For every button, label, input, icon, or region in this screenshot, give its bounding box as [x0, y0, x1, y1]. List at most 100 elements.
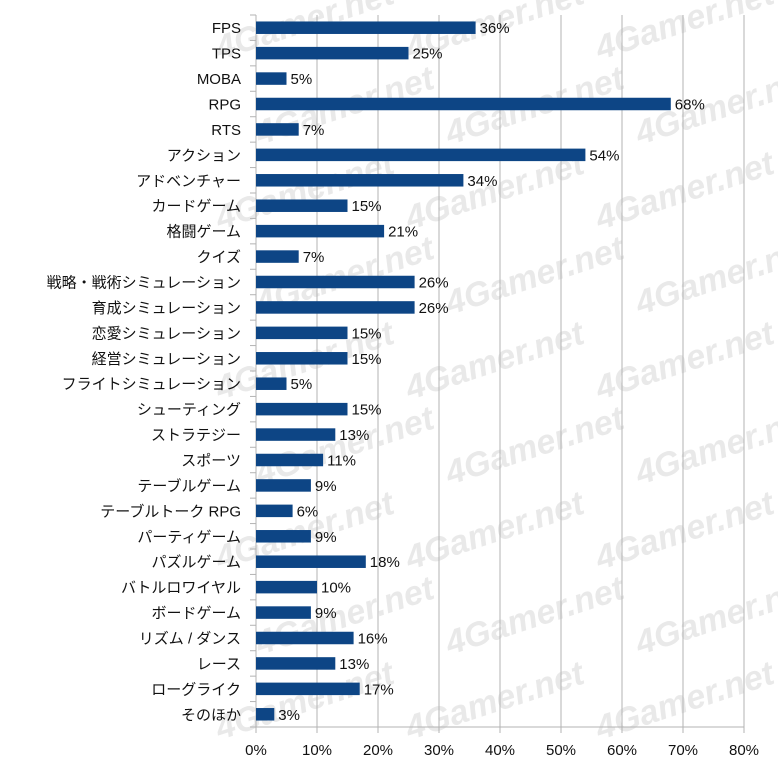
category-label: RTS [211, 122, 241, 139]
category-label: テーブルゲーム [137, 477, 241, 495]
data-label: 34% [467, 173, 497, 190]
data-label: 15% [352, 402, 382, 419]
category-label: ストラテジー [151, 427, 241, 444]
bars [256, 21, 671, 721]
data-label: 36% [480, 20, 510, 37]
category-label: ローグライク [151, 681, 241, 698]
bar [256, 72, 287, 85]
category-label: 恋愛シミュレーション [92, 324, 241, 342]
x-tick-label: 60% [607, 742, 637, 759]
bar [256, 46, 409, 60]
bar [256, 708, 275, 721]
x-tick-label: 40% [485, 742, 515, 759]
gridlines [250, 14, 745, 733]
data-label: 26% [419, 275, 449, 292]
data-label: 17% [364, 681, 394, 698]
category-label: フライトシミュレーション [62, 376, 241, 393]
bar [256, 301, 415, 314]
x-tick-label: 50% [546, 742, 576, 759]
bar [256, 377, 287, 390]
watermark-text: 4Gamer.net [440, 569, 630, 663]
data-label: 7% [303, 249, 325, 266]
bar [256, 97, 671, 111]
data-label: 6% [297, 503, 319, 520]
x-tick-label: 0% [245, 742, 267, 759]
watermark-text: 4Gamer.net [590, 0, 778, 68]
watermark-text: 4Gamer.net [400, 484, 590, 578]
bar [256, 530, 311, 543]
data-label: 26% [419, 300, 449, 317]
data-label: 13% [339, 427, 369, 444]
data-label: 25% [413, 46, 443, 63]
bar [256, 402, 348, 416]
category-label: リズム / ダンス [139, 631, 241, 648]
bar [256, 606, 311, 619]
x-tick-label: 10% [302, 742, 332, 759]
bar [256, 174, 464, 187]
bar [256, 21, 476, 34]
data-label: 9% [315, 478, 337, 495]
data-label: 21% [388, 224, 418, 241]
category-labels: FPS TPS MOBA RPG RTS アクションアドベンチャーカードゲーム格闘ゲームク… [47, 20, 241, 724]
bar [256, 326, 348, 340]
bar [256, 682, 360, 696]
data-label: 11% [327, 453, 356, 470]
bar [256, 250, 299, 263]
data-label: 9% [315, 605, 337, 622]
value-labels: 36% 25% 5% 68% 7% 54% 34% 15% 21% 7% 26% 26% 15% 15% 5… [278, 20, 705, 724]
category-label: アドベンチャー [136, 173, 241, 190]
bar [256, 657, 336, 670]
watermark-text: 4Gamer.net [440, 399, 630, 493]
watermark-text: 4Gamer.net [400, 654, 590, 748]
category-label: 格闘ゲーム [166, 224, 241, 241]
category-label: レース [197, 656, 241, 673]
data-label: 9% [315, 529, 337, 546]
data-label: 7% [303, 122, 325, 139]
data-label: 16% [358, 631, 388, 648]
bar [256, 555, 366, 568]
category-label: ボードゲーム [151, 605, 241, 622]
watermark-text: 4Gamer.net [590, 654, 778, 748]
watermark-text: 4Gamer.net [400, 314, 590, 408]
category-label: FPS [212, 20, 241, 37]
x-tick-label: 20% [363, 742, 393, 759]
bar [256, 148, 586, 162]
data-label: 13% [339, 656, 369, 673]
data-label: 18% [370, 554, 400, 571]
data-label: 15% [352, 325, 382, 342]
category-label: クイズ [196, 249, 241, 266]
bar [256, 275, 415, 289]
data-label: 68% [675, 97, 705, 114]
data-label: 15% [352, 351, 382, 368]
watermark-text: 4Gamer.net [630, 229, 778, 323]
bar [256, 352, 348, 365]
category-label: MOBA [197, 71, 241, 88]
data-label: 54% [589, 147, 619, 164]
bar [256, 428, 336, 441]
category-label: そのほか [181, 707, 241, 724]
data-label: 3% [278, 707, 300, 724]
category-label: RPG [208, 97, 241, 114]
x-axis-ticks: 0% 10% 20% 30% 40% 50% 60% 70% 80% [245, 742, 759, 759]
data-label: 15% [352, 198, 382, 215]
category-label: 戦略・戦術シミュレーション [47, 275, 241, 292]
x-tick-label: 30% [424, 742, 454, 759]
watermark-text: 4Gamer.net [630, 569, 778, 663]
category-label: パーティゲーム [137, 529, 241, 546]
bar [256, 631, 354, 645]
watermark-text: 4Gamer.net [630, 399, 778, 493]
data-label: 5% [291, 376, 313, 393]
category-label: パズルゲーム [151, 554, 241, 571]
bar [256, 199, 348, 212]
category-label: アクション [167, 147, 241, 164]
watermark-text: 4Gamer.net [590, 314, 778, 408]
watermark-text: 4Gamer.net [590, 484, 778, 578]
category-label: バトルロワイヤル [121, 580, 241, 597]
x-tick-label: 70% [668, 742, 698, 759]
category-label: スポーツ [181, 453, 241, 470]
category-label: TPS [212, 46, 241, 63]
x-tick-label: 80% [729, 742, 759, 759]
category-label: シューティング [137, 402, 241, 419]
bar [256, 479, 311, 492]
category-label: カードゲーム [151, 198, 241, 215]
